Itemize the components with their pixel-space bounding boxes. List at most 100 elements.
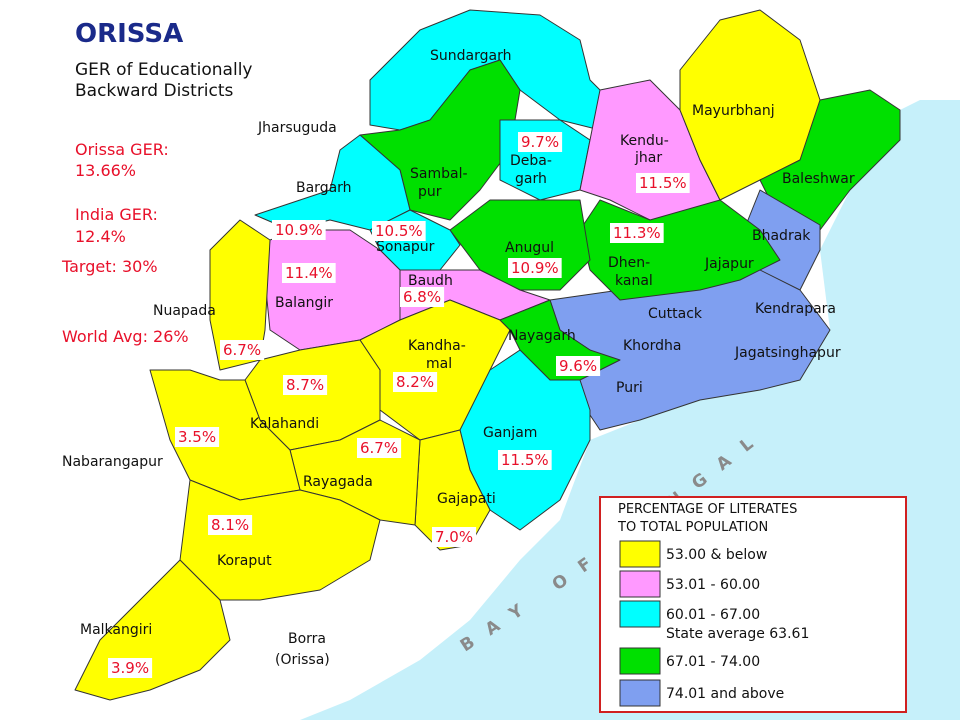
district-name: Nayagarh — [508, 328, 576, 344]
ger-box — [208, 515, 253, 535]
ger-box — [610, 223, 664, 243]
district-name: Baudh — [408, 273, 453, 289]
district-name: Cuttack — [648, 306, 703, 322]
district-shape — [254, 134, 411, 231]
district-ger: 7.0% — [435, 528, 473, 546]
legend-swatch — [619, 540, 661, 568]
district-name: Sambal- — [410, 166, 468, 182]
ger-box — [282, 263, 336, 283]
district-ger: 9.6% — [559, 357, 597, 375]
district-ger: 10.9% — [511, 259, 559, 277]
district-name: Dhen- — [608, 255, 650, 271]
district-ger: 10.5% — [375, 222, 423, 240]
legend-swatch — [619, 600, 661, 628]
legend-label: 67.01 - 74.00 — [666, 654, 760, 670]
district-name: Mayurbhanj — [692, 103, 775, 119]
place-label: (Orissa) — [275, 652, 330, 668]
stat: Target: 30% — [61, 257, 158, 276]
district-ger: 6.7% — [223, 341, 261, 359]
district-name: pur — [418, 184, 442, 200]
district-ger: 8.2% — [396, 373, 434, 391]
legend-label: 60.01 - 67.00 — [666, 607, 760, 623]
legend-title: PERCENTAGE OF LITERATES — [618, 502, 797, 517]
district-name: mal — [426, 356, 452, 372]
ger-box — [432, 527, 477, 547]
legend-swatch — [619, 570, 661, 598]
ger-box — [400, 287, 445, 307]
district-name: Jajapur — [704, 256, 754, 272]
district-name: Puri — [616, 380, 643, 396]
district-ger: 6.7% — [360, 439, 398, 457]
district-name: Baleshwar — [782, 171, 855, 187]
district-name: Nabarangapur — [62, 454, 163, 470]
district-name: Bargarh — [296, 180, 352, 196]
ger-box — [518, 132, 563, 152]
district-name: Kalahandi — [250, 416, 319, 432]
district-name: Khordha — [623, 338, 681, 354]
district-ger: 8.1% — [211, 516, 249, 534]
place-label: Borra — [288, 631, 326, 647]
legend-swatch — [619, 679, 661, 707]
district-name: Jharsuguda — [257, 120, 337, 136]
district-name: Kendu- — [620, 133, 669, 149]
stat: 12.4% — [75, 227, 126, 246]
district-name: Nuapada — [153, 303, 216, 319]
subtitle: GER of Educationally — [75, 60, 252, 80]
district-name: Deba- — [510, 153, 552, 169]
ger-box — [372, 221, 426, 241]
district-ger: 10.9% — [275, 221, 323, 239]
district-name: Anugul — [505, 240, 554, 256]
ger-box — [175, 427, 220, 447]
district-name: Kendrapara — [755, 301, 836, 317]
district-name: Sundargarh — [430, 48, 511, 64]
district-name: Balangir — [275, 295, 333, 311]
district-shape — [149, 369, 301, 501]
district-ger: 9.7% — [521, 133, 559, 151]
district-name: Rayagada — [303, 474, 373, 490]
district-name: Gajapati — [437, 491, 496, 507]
ger-box — [508, 258, 562, 278]
title: ORISSA — [75, 19, 183, 49]
district-ger: 6.8% — [403, 288, 441, 306]
district-ger: 11.5% — [639, 174, 687, 192]
district-name: Bhadrak — [752, 228, 811, 244]
stat: World Avg: 26% — [62, 327, 189, 346]
stat: Orissa GER: — [75, 140, 169, 159]
legend-title: TO TOTAL POPULATION — [617, 520, 768, 535]
ger-box — [636, 173, 690, 193]
district-ger: 8.7% — [286, 376, 324, 394]
district-ger: 11.5% — [501, 451, 549, 469]
subtitle: Backward Districts — [75, 81, 234, 101]
district-name: Sonapur — [376, 239, 435, 255]
ger-box — [393, 372, 438, 392]
ger-box — [357, 438, 402, 458]
ger-box — [272, 220, 326, 240]
district-name: Kandha- — [408, 338, 466, 354]
district-shape — [414, 429, 491, 551]
legend-label: State average 63.61 — [666, 626, 809, 642]
ger-box — [108, 658, 153, 678]
legend-swatch — [619, 647, 661, 675]
stat: India GER: — [75, 205, 158, 224]
district-shape — [759, 89, 901, 231]
district-name: Ganjam — [483, 425, 537, 441]
district-ger: 3.9% — [111, 659, 149, 677]
district-name: kanal — [615, 273, 653, 289]
ger-box — [498, 450, 552, 470]
legend-label: 53.01 - 60.00 — [666, 577, 760, 593]
district-name: jhar — [634, 150, 662, 166]
district-ger: 11.3% — [613, 224, 661, 242]
district-name: garh — [515, 171, 547, 187]
ger-box — [556, 356, 601, 376]
legend-label: 53.00 & below — [666, 547, 767, 563]
district-name: Koraput — [217, 553, 272, 569]
ger-box — [283, 375, 328, 395]
district-name: Malkangiri — [80, 622, 152, 638]
legend-label: 74.01 and above — [666, 686, 784, 702]
district-ger: 3.5% — [178, 428, 216, 446]
stat: 13.66% — [75, 161, 136, 180]
district-name: Jagatsinghapur — [734, 345, 841, 361]
ger-box — [220, 340, 265, 360]
district-ger: 11.4% — [285, 264, 333, 282]
